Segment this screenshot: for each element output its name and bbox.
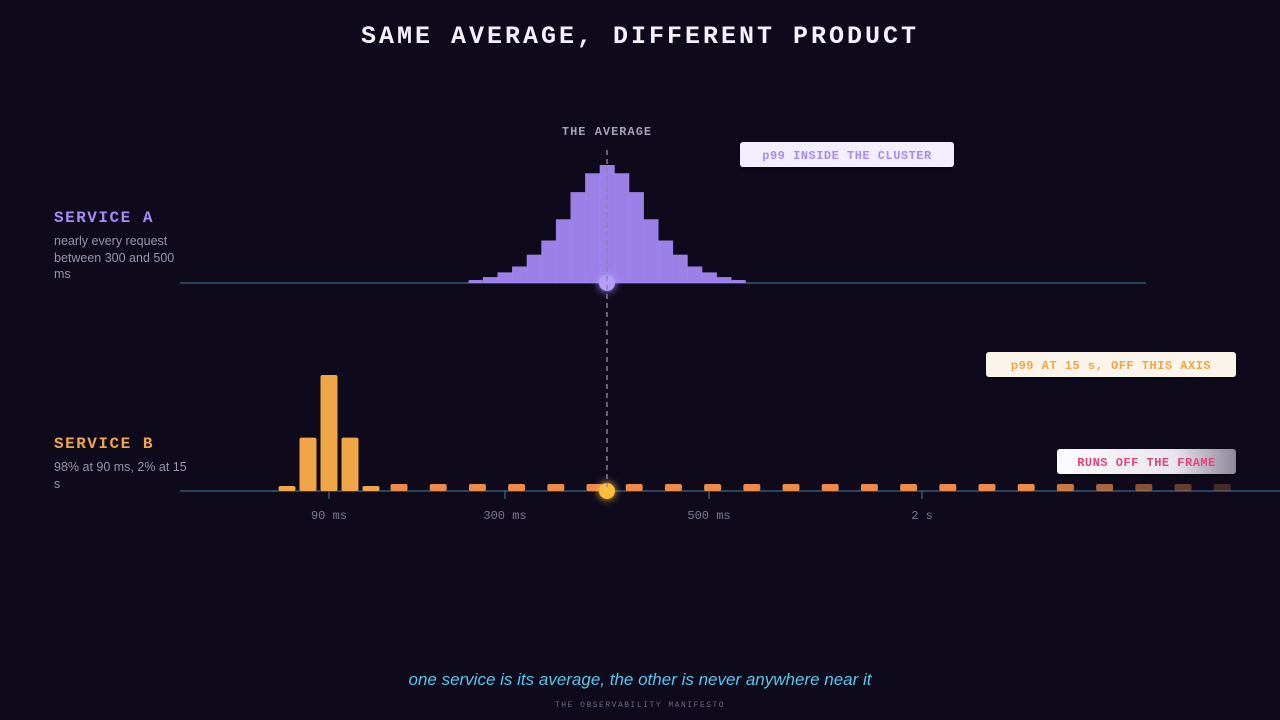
axis-tick-label: 500 ms [687,509,730,523]
service-b-tail-bar [860,484,878,491]
service-b-tail-bar [821,484,839,491]
service-b-tail-bar [704,484,722,491]
service-b-tail-bar [978,484,996,491]
service-b-tail-bar [390,484,408,491]
service-b-tail-bar [743,484,761,491]
service-b-description: 98% at 90 ms, 2% at 15 s [54,460,187,491]
caption: one service is its average, the other is… [408,670,872,689]
service-a-bar [643,219,659,283]
service-b-bar [362,486,380,491]
service-a-bar [585,173,601,283]
service-b-tail-bar [1174,484,1192,491]
service-a-bar [512,266,528,283]
annotation-runs-off-frame-text: RUNS OFF THE FRAME [1077,456,1216,470]
service-a-bar [672,254,688,283]
service-b-tail-bar [1135,484,1153,491]
service-a-bar [526,254,542,283]
service-b-tail-bar [782,484,800,491]
footer-brand: THE OBSERVABILITY MANIFESTO [554,701,726,710]
service-b-tail-bar [468,484,486,491]
service-b-tail-bar [508,484,526,491]
service-a-bar [555,219,571,283]
annotation-p99-off-axis-text: p99 AT 15 s, OFF THIS AXIS [1011,359,1211,373]
service-b-tail-bar [939,484,957,491]
service-a-bar [570,192,586,283]
service-a-bar [541,240,557,283]
service-a-bar [468,280,484,283]
service-a-description: nearly every request between 300 and 500… [54,234,175,281]
average-marker-label: THE AVERAGE [562,125,652,139]
service-b-average-dot [599,483,615,499]
annotation-p99-inside-cluster-text: p99 INSIDE THE CLUSTER [762,149,932,163]
service-a-average-dot [599,275,615,291]
service-b-bar [320,375,338,491]
service-a-bar [687,266,703,283]
service-a-label: SERVICE A [54,209,154,227]
service-b-tail-bar [664,484,682,491]
service-b-bar [341,437,359,491]
service-b-tail-bar [1096,484,1114,491]
service-a-bar [614,173,630,283]
chart-title: SAME AVERAGE, DIFFERENT PRODUCT [360,22,920,51]
service-a-bar [731,280,747,283]
service-a-bar [482,277,498,283]
service-b-tail-bar [1056,484,1074,491]
axis-tick-label: 90 ms [311,509,347,523]
service-b-tail-bar [429,484,447,491]
axis-tick-label: 300 ms [483,509,526,523]
service-b-bar [278,486,296,491]
service-b-tail-bar [625,484,643,491]
service-a-bar [497,272,513,283]
service-a-bar [628,192,644,283]
service-b-tail-bar [900,484,918,491]
service-a-bar [701,272,717,283]
service-b-tail-bar [1017,484,1035,491]
service-a-bar [658,240,674,283]
service-b-label: SERVICE B [54,435,154,453]
service-b-tail-bar [547,484,565,491]
annotation-p99-off-axis-box [986,352,1236,377]
annotation-runs-off-frame-box [1057,449,1236,474]
service-a-bar [716,277,732,283]
service-b-bar [299,437,317,491]
axis-tick-label: 2 s [911,509,933,523]
service-b-tail-bar [1213,484,1231,491]
annotation-p99-inside-cluster-box [740,142,954,167]
